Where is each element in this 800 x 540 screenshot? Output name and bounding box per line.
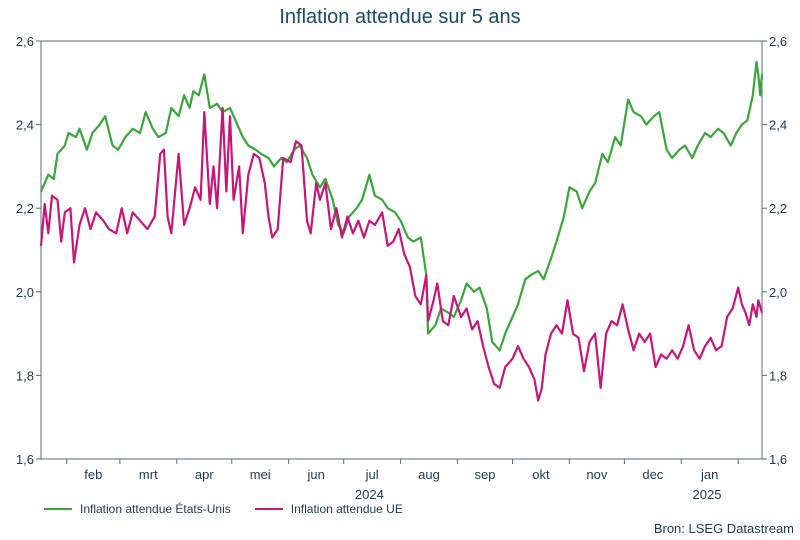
legend-item-us: Inflation attendue États-Unis [44, 502, 231, 516]
y-tick-right-label: 1,6 [769, 452, 787, 467]
chart-source: Bron: LSEG Datastream [653, 521, 794, 536]
series-line-us [39, 60, 764, 352]
x-month-label: sep [474, 467, 495, 482]
x-month-label: aug [418, 467, 440, 482]
x-year-label: 2024 [355, 487, 384, 502]
y-tick-left-label: 1,6 [16, 452, 34, 467]
legend-label-us: Inflation attendue États-Unis [80, 502, 231, 516]
y-tick-left-label: 2,6 [16, 34, 34, 49]
x-month-label: jul [365, 467, 379, 482]
y-tick-right-label: 2,6 [769, 34, 787, 49]
x-month-label: mrt [139, 467, 158, 482]
x-month-label: jan [700, 467, 718, 482]
x-month-label: jun [307, 467, 325, 482]
y-tick-right-label: 2,4 [769, 118, 787, 133]
y-tick-left-label: 1,8 [16, 368, 34, 383]
series-line-eu [39, 106, 764, 402]
x-month-label: feb [84, 467, 102, 482]
chart-axes: 1,6 1,6 1,8 1,8 2,0 2,0 2,2 2,2 2,4 2,4 2,6 2,6 feb m… [16, 34, 787, 502]
legend-swatch-eu [254, 508, 283, 510]
x-month-label: apr [195, 467, 214, 482]
legend-swatch-us [44, 508, 72, 510]
plot-frame [40, 40, 763, 460]
legend-item-eu: Inflation attendue UE [254, 502, 403, 516]
x-month-label: mei [250, 467, 271, 482]
y-tick-left-label: 2,0 [16, 285, 34, 300]
y-tick-right-label: 1,8 [769, 368, 787, 383]
x-month-label: dec [642, 467, 663, 482]
y-tick-right-label: 2,2 [769, 201, 787, 216]
x-month-label: nov [586, 467, 607, 482]
x-month-label: okt [532, 467, 550, 482]
y-tick-left-label: 2,4 [16, 118, 34, 133]
legend-label-eu: Inflation attendue UE [290, 502, 403, 516]
chart-legend: Inflation attendue États-Unis Inflation … [44, 502, 403, 516]
chart-title: Inflation attendue sur 5 ans [279, 6, 521, 28]
y-tick-right-label: 2,0 [769, 285, 787, 300]
y-tick-left-label: 2,2 [16, 201, 34, 216]
chart-series [39, 60, 764, 402]
x-year-label: 2025 [693, 487, 722, 502]
